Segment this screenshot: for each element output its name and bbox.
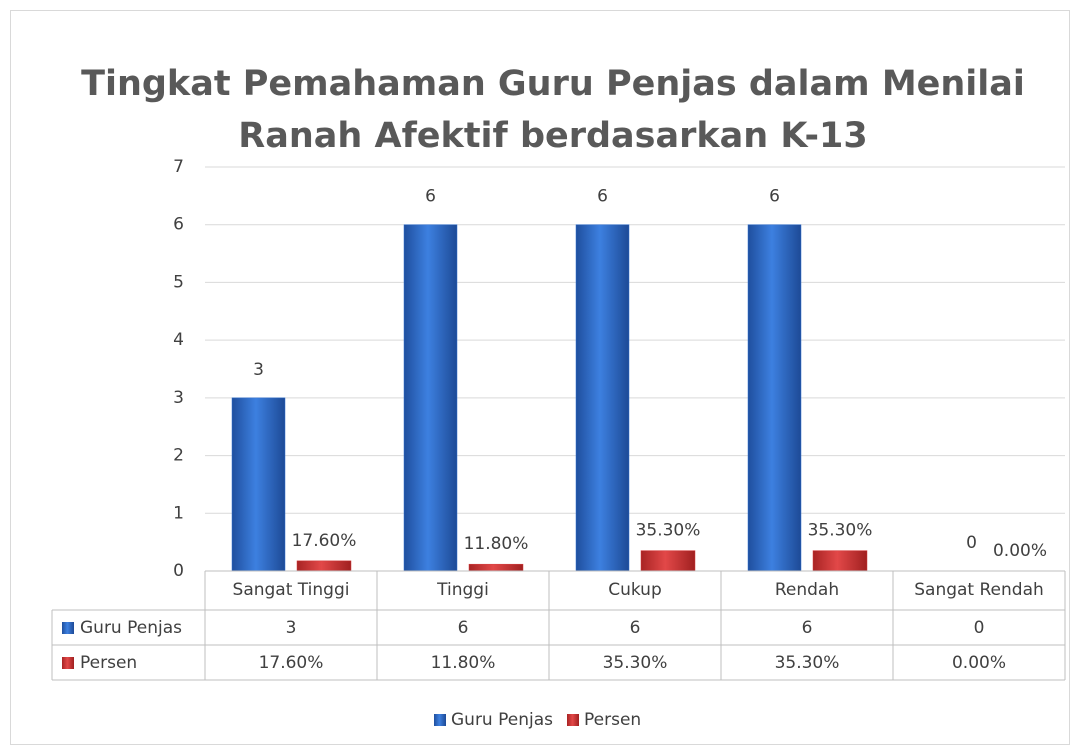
table-cell: 3 <box>286 618 297 638</box>
chart-title: Tingkat Pemahaman Guru Penjas dalam Meni… <box>81 64 1025 104</box>
data-label: 3 <box>253 360 264 380</box>
data-label: 6 <box>597 187 608 207</box>
x-tick-label: Tinggi <box>436 580 489 600</box>
bar <box>231 397 286 572</box>
table-cell: 35.30% <box>603 653 668 673</box>
y-tick-label: 6 <box>173 215 184 235</box>
legend-label: Persen <box>584 710 641 730</box>
y-tick-label: 0 <box>173 561 184 581</box>
legend-swatch <box>62 657 74 669</box>
legend-label: Guru Penjas <box>451 710 553 730</box>
y-tick-label: 3 <box>173 388 184 408</box>
x-tick-label: Cukup <box>608 580 662 600</box>
bar <box>468 563 524 572</box>
y-tick-label: 7 <box>173 157 184 177</box>
legend-swatch <box>567 714 579 726</box>
data-label: 6 <box>769 187 780 207</box>
legend-swatch <box>62 622 74 634</box>
table-cell: 0.00% <box>952 653 1006 673</box>
data-label: 17.60% <box>292 531 357 551</box>
y-tick-label: 5 <box>173 272 184 292</box>
x-tick-label: Sangat Rendah <box>914 580 1044 600</box>
data-label: 35.30% <box>808 521 873 541</box>
table-cell: 6 <box>802 618 813 638</box>
table-row-header: Persen <box>80 653 137 673</box>
bar <box>575 224 630 572</box>
table-cell: 17.60% <box>259 653 324 673</box>
data-label: 0 <box>966 533 977 553</box>
legend-swatch <box>434 714 446 726</box>
table-cell: 11.80% <box>431 653 496 673</box>
table-cell: 35.30% <box>775 653 840 673</box>
data-label: 11.80% <box>464 534 529 554</box>
bar <box>747 224 802 572</box>
data-label: 35.30% <box>636 521 701 541</box>
data-label: 6 <box>425 187 436 207</box>
y-tick-label: 2 <box>173 446 184 466</box>
y-tick-label: 4 <box>173 330 184 350</box>
table-cell: 0 <box>974 618 985 638</box>
bar <box>812 550 868 572</box>
chart-title: Ranah Afektif berdasarkan K-13 <box>238 116 867 156</box>
x-tick-label: Sangat Tinggi <box>233 580 350 600</box>
table-row-header: Guru Penjas <box>80 618 182 638</box>
bar <box>403 224 458 572</box>
data-label: 0.00% <box>993 541 1047 561</box>
table-cell: 6 <box>630 618 641 638</box>
x-tick-label: Rendah <box>775 580 839 600</box>
bar <box>296 560 352 572</box>
table-cell: 6 <box>458 618 469 638</box>
y-tick-label: 1 <box>173 503 184 523</box>
bar <box>640 550 696 572</box>
